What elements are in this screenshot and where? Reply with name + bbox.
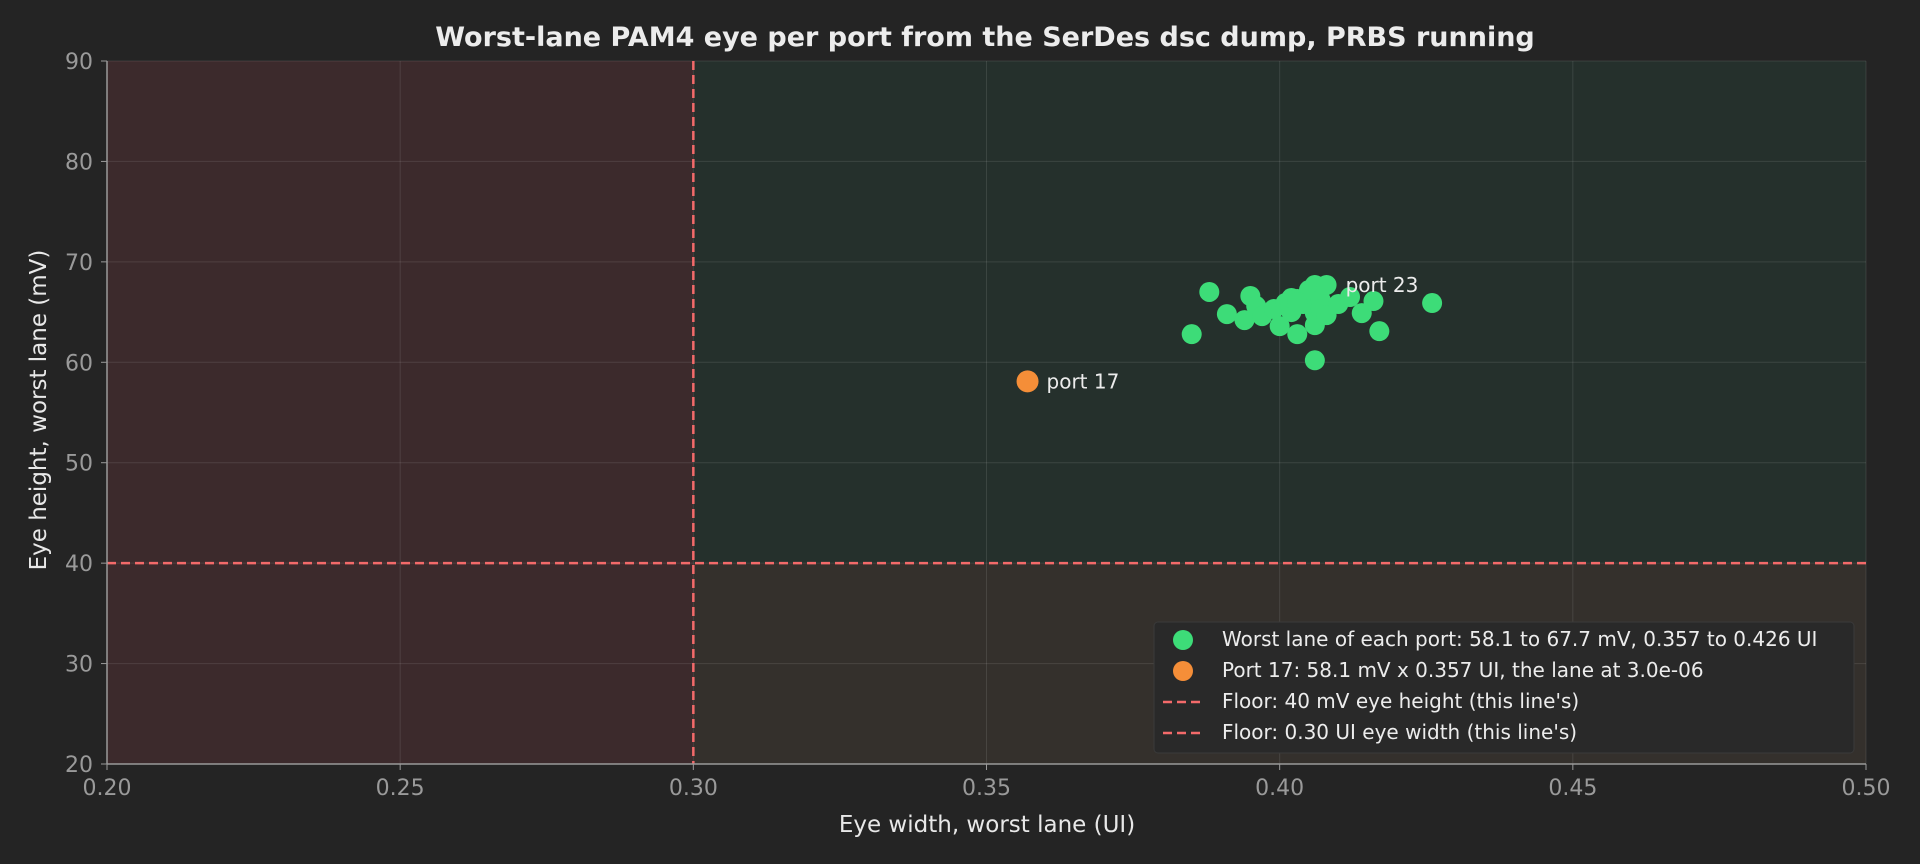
y-tick-label: 60 [65,351,93,376]
zone-layer [107,61,1867,764]
legend: Worst lane of each port: 58.1 to 67.7 mV… [1153,621,1855,754]
port-point [1422,293,1443,314]
x-tick-label: 0.30 [669,776,718,801]
y-axis-label: Eye height, worst lane (mV) [26,250,52,571]
port-point [1199,281,1220,302]
port-point [1316,274,1337,295]
y-tick-label: 80 [65,150,93,175]
x-tick-label: 0.20 [83,776,132,801]
port-point [1269,316,1290,337]
outlier-point-port-17 [1016,370,1039,393]
y-tick-label: 50 [65,452,93,477]
annotation-layer: port 17 port 23 [1047,273,1419,393]
tick-layer: 0.20 0.25 0.30 0.35 0.40 0.45 0.50 20 30 40 50 60 70… [65,50,1890,801]
port-point [1287,292,1308,313]
port-point [1234,310,1255,331]
x-tick-label: 0.35 [962,776,1011,801]
y-tick-label: 70 [65,251,93,276]
threshold-layer [107,61,1866,764]
legend-label-height-floor: Floor: 40 mV eye height (this line's) [1222,689,1579,713]
x-tick-label: 0.40 [1255,776,1304,801]
legend-marker-ports [1173,630,1193,650]
fail-zone-width [107,61,694,764]
legend-label-port-17: Port 17: 58.1 mV x 0.357 UI, the lane at… [1222,658,1704,682]
chart-title: Worst-lane PAM4 eye per port from the Se… [435,22,1535,53]
port-point [1340,287,1361,308]
x-tick-label: 0.25 [376,776,425,801]
legend-box [1153,621,1855,754]
y-tick-label: 90 [65,50,93,75]
point-annotation: port 17 [1047,369,1120,393]
port-point [1304,350,1325,371]
y-tick-label: 20 [65,753,93,778]
legend-marker-port-17 [1173,661,1193,681]
y-tick-label: 30 [65,653,93,678]
legend-label-width-floor: Floor: 0.30 UI eye width (this line's) [1222,720,1577,744]
point-layer [1016,274,1443,393]
port-point [1369,321,1390,342]
y-tick-label: 40 [65,552,93,577]
x-axis-label: Eye width, worst lane (UI) [839,812,1135,838]
port-point [1216,304,1237,325]
x-tick-label: 0.45 [1548,776,1597,801]
port-point [1287,324,1308,345]
port-point [1363,291,1384,312]
port-point [1181,324,1202,345]
legend-label-ports: Worst lane of each port: 58.1 to 67.7 mV… [1222,627,1817,651]
point-annotation: port 23 [1346,273,1419,297]
x-tick-label: 0.50 [1842,776,1891,801]
